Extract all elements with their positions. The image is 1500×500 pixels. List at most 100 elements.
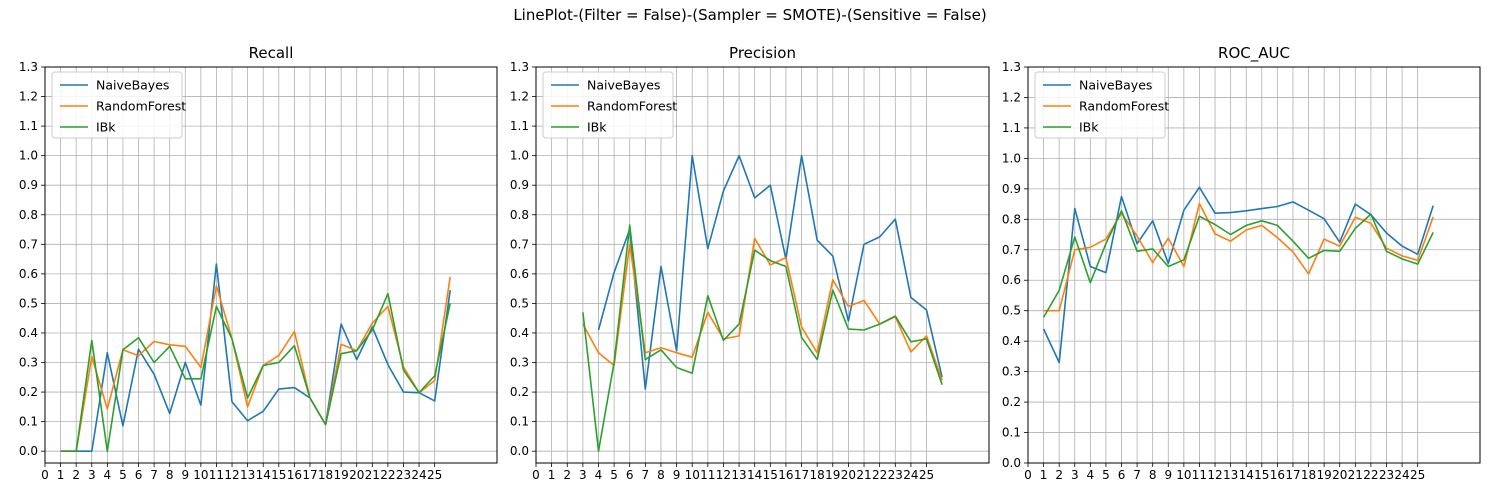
x-tick-label: 15 <box>763 468 778 482</box>
x-tick-label: 18 <box>318 468 333 482</box>
x-tick-label: 14 <box>1239 468 1254 482</box>
subplot-1: 0 1 2 3 4 5 6 7 8 9 10 11 12 13 14 15 16 17 18 19 20 21 22 23 24… <box>510 44 990 482</box>
x-tick-label: 19 <box>825 468 840 482</box>
y-tick-label: 0.6 <box>1002 273 1021 287</box>
x-tick-label: 17 <box>1285 468 1300 482</box>
legend-entry-ibk: IBk <box>96 120 116 135</box>
y-tick-label: 0.0 <box>19 444 38 458</box>
x-tick-label: 15 <box>271 468 286 482</box>
x-tick-label: 6 <box>135 468 143 482</box>
plot-frame <box>1027 66 1481 464</box>
y-tick-label: 0.2 <box>510 385 529 399</box>
series-line-naivebayes <box>597 154 943 390</box>
x-tick-label: 19 <box>333 468 348 482</box>
x-tick-label: 4 <box>1087 468 1095 482</box>
y-tick-label: 1.1 <box>19 119 38 133</box>
x-tick-label: 8 <box>657 468 665 482</box>
x-tick-label: 5 <box>1102 468 1110 482</box>
x-tick-label: 0 <box>41 468 49 482</box>
x-tick-label: 20 <box>841 468 856 482</box>
y-tick-label: 0.7 <box>510 237 529 251</box>
x-tick-label: 6 <box>626 468 634 482</box>
y-tick-label: 1.1 <box>510 119 529 133</box>
y-tick-label: 0.4 <box>19 326 38 340</box>
legend-entry-naivebayes: NaiveBayes <box>96 78 169 93</box>
legend-entry-naivebayes: NaiveBayes <box>587 78 660 93</box>
x-tick-label: 9 <box>181 468 189 482</box>
x-tick-label: 9 <box>673 468 681 482</box>
x-tick-label: 11 <box>209 468 224 482</box>
x-tick-label: 22 <box>1363 468 1378 482</box>
x-tick-label: 20 <box>349 468 364 482</box>
x-tick-label: 13 <box>731 468 746 482</box>
legend-entry-randomforest: RandomForest <box>587 99 677 114</box>
x-tick-label: 15 <box>1254 468 1269 482</box>
x-tick-label: 3 <box>1071 468 1079 482</box>
x-tick-label: 17 <box>794 468 809 482</box>
x-tick-label: 17 <box>302 468 317 482</box>
subplot-title: Recall <box>249 44 294 62</box>
subplot-2: 0 1 2 3 4 5 6 7 8 9 10 11 12 13 14 15 16 17 18 19 20 21 22 23 24… <box>1002 44 1481 482</box>
x-tick-label: 4 <box>595 468 603 482</box>
y-tick-label: 0.5 <box>1002 304 1021 318</box>
x-tick-label: 3 <box>88 468 96 482</box>
plot-frame <box>44 66 498 464</box>
y-tick-label: 1.3 <box>510 60 529 74</box>
series-line-randomforest <box>1043 202 1434 312</box>
x-tick-label: 7 <box>150 468 158 482</box>
y-tick-label: 0.6 <box>510 267 529 281</box>
x-tick-label: 21 <box>365 468 380 482</box>
x-tick-label: 14 <box>256 468 271 482</box>
x-tick-label: 24 <box>903 468 918 482</box>
x-tick-label: 2 <box>72 468 80 482</box>
legend: NaiveBayes RandomForest IBk <box>51 71 186 139</box>
legend: NaiveBayes RandomForest IBk <box>1034 71 1169 139</box>
plot-frame <box>535 66 990 464</box>
x-tick-label: 2 <box>563 468 571 482</box>
x-tick-label: 10 <box>193 468 208 482</box>
y-tick-label: 0.3 <box>1002 365 1021 379</box>
series-line-ibk <box>1042 210 1434 318</box>
x-tick-label: 16 <box>1270 468 1285 482</box>
y-tick-label: 0.3 <box>510 356 529 370</box>
x-tick-label: 10 <box>685 468 700 482</box>
y-tick-label: 1.1 <box>1002 121 1021 135</box>
series-line-ibk <box>582 224 943 452</box>
y-tick-label: 0.6 <box>19 267 38 281</box>
y-tick-label: 0.9 <box>510 178 529 192</box>
x-tick-label: 3 <box>579 468 587 482</box>
x-tick-label: 25 <box>919 468 934 482</box>
y-tick-label: 1.3 <box>1002 60 1021 74</box>
x-tick-label: 8 <box>1149 468 1157 482</box>
legend-box <box>51 71 183 139</box>
x-tick-label: 20 <box>1332 468 1347 482</box>
x-tick-label: 11 <box>1192 468 1207 482</box>
x-tick-label: 23 <box>1379 468 1394 482</box>
x-tick-label: 24 <box>1394 468 1409 482</box>
x-tick-label: 0 <box>1024 468 1032 482</box>
x-tick-label: 13 <box>240 468 255 482</box>
y-tick-label: 0.0 <box>1002 456 1021 470</box>
y-tick-label: 0.7 <box>1002 243 1021 257</box>
x-tick-label: 7 <box>642 468 650 482</box>
y-tick-label: 0.2 <box>1002 395 1021 409</box>
x-tick-label: 13 <box>1223 468 1238 482</box>
subplot-0: 0 1 2 3 4 5 6 7 8 9 10 11 12 13 14 15 16 17 18 19 20 21 22 23 24… <box>19 44 498 482</box>
x-tick-label: 10 <box>1176 468 1191 482</box>
x-tick-label: 21 <box>856 468 871 482</box>
x-tick-label: 25 <box>1410 468 1425 482</box>
y-tick-label: 1.2 <box>1002 90 1021 104</box>
y-tick-label: 1.2 <box>510 90 529 104</box>
x-tick-label: 22 <box>872 468 887 482</box>
y-tick-label: 0.1 <box>510 415 529 429</box>
x-tick-label: 19 <box>1316 468 1331 482</box>
x-tick-label: 12 <box>716 468 731 482</box>
x-tick-label: 18 <box>810 468 825 482</box>
x-tick-label: 9 <box>1164 468 1172 482</box>
y-tick-label: 1.0 <box>1002 151 1021 165</box>
y-tick-label: 0.3 <box>19 356 38 370</box>
legend-entry-randomforest: RandomForest <box>1079 99 1169 114</box>
series-line-naivebayes <box>1042 186 1434 364</box>
x-tick-label: 22 <box>380 468 395 482</box>
